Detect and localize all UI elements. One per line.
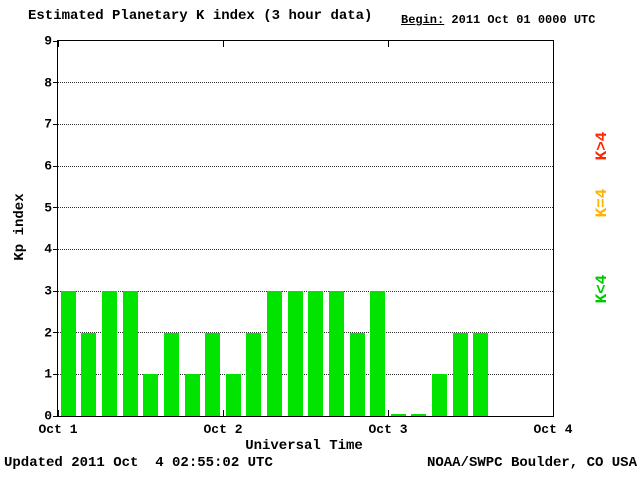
kp-bar <box>60 291 76 416</box>
gridline <box>58 165 553 167</box>
y-axis-tick-label: 9 <box>44 33 52 49</box>
kp-bar <box>390 414 406 416</box>
x-axis-tick-label: Oct 1 <box>38 422 78 437</box>
begin-value: 2011 Oct 01 0000 UTC <box>451 13 596 27</box>
begin-label: Begin: <box>401 13 445 27</box>
gridline <box>58 332 553 334</box>
kp-bar <box>308 291 324 416</box>
x-axis-tick <box>222 41 224 47</box>
gridline <box>58 207 553 209</box>
x-axis-tick-label: Oct 4 <box>533 422 573 437</box>
y-axis-tick-label: 6 <box>44 158 52 174</box>
kp-bar <box>267 291 283 416</box>
kp-bar <box>225 374 241 416</box>
y-axis-tick-label: 4 <box>44 241 52 257</box>
x-axis-tick <box>387 41 389 47</box>
gridline <box>58 290 553 292</box>
gridline <box>58 248 553 250</box>
y-axis-tick <box>53 207 58 209</box>
kp-bar <box>246 332 262 416</box>
y-axis-tick <box>53 248 58 250</box>
y-axis-tick-label: 7 <box>44 116 52 132</box>
x-axis-tick <box>222 410 224 416</box>
kp-bar <box>122 291 138 416</box>
kp-bar <box>81 332 97 416</box>
legend-k-eq-4: K=4 <box>593 188 611 218</box>
gridline <box>58 373 553 375</box>
y-axis-title: Kp index <box>12 193 28 261</box>
kp-bar <box>370 291 386 416</box>
y-axis-tick <box>53 40 58 42</box>
x-axis-tick <box>57 410 59 416</box>
y-axis-tick <box>53 123 58 125</box>
kp-bar <box>452 332 468 416</box>
gridline <box>58 82 553 84</box>
kp-bar <box>411 414 427 416</box>
kp-bar <box>184 374 200 416</box>
gridline <box>58 123 553 125</box>
kp-bar <box>287 291 303 416</box>
x-axis-tick <box>552 41 554 47</box>
y-axis-tick <box>53 290 58 292</box>
kp-chart-plot: 0 1 2 3 4 5 6 7 8 9 Oct 1 Oct 2 Oct 3 Oct 4 <box>38 34 572 438</box>
kp-bar <box>328 291 344 416</box>
x-axis-tick <box>57 41 59 47</box>
x-axis-title: Universal Time <box>245 438 363 454</box>
source-attribution: NOAA/SWPC Boulder, CO USA <box>426 455 637 471</box>
x-axis-tick <box>387 410 389 416</box>
y-axis-tick-label: 1 <box>44 366 52 382</box>
y-axis-tick <box>53 332 58 334</box>
y-axis-tick <box>53 415 58 417</box>
kp-bar <box>163 332 179 416</box>
x-axis-tick-label: Oct 2 <box>203 422 243 437</box>
y-axis-tick-label: 0 <box>44 408 52 424</box>
legend-k-lt-4: K<4 <box>593 274 611 304</box>
kp-bar <box>143 374 159 416</box>
y-axis-tick-label: 8 <box>44 75 52 91</box>
kp-bar <box>349 332 365 416</box>
updated-timestamp: Updated 2011 Oct 4 02:55:02 UTC <box>4 455 273 471</box>
y-axis-tick-label: 3 <box>44 283 52 299</box>
kp-bar <box>102 291 118 416</box>
y-axis-tick-label: 5 <box>44 200 52 216</box>
y-axis-tick <box>53 82 58 84</box>
y-axis-tick <box>53 165 58 167</box>
chart-title: Estimated Planetary K index (3 hour data… <box>28 8 373 24</box>
kp-bar <box>432 374 448 416</box>
legend-k-gt-4: K>4 <box>593 131 611 161</box>
y-axis-tick-label: 2 <box>44 325 52 341</box>
begin-timestamp: Begin: 2011 Oct 01 0000 UTC <box>401 13 595 27</box>
y-axis-tick <box>53 373 58 375</box>
kp-bar <box>205 332 221 416</box>
x-axis-tick <box>552 410 554 416</box>
kp-bar <box>473 332 489 416</box>
x-axis-tick-label: Oct 3 <box>368 422 408 437</box>
